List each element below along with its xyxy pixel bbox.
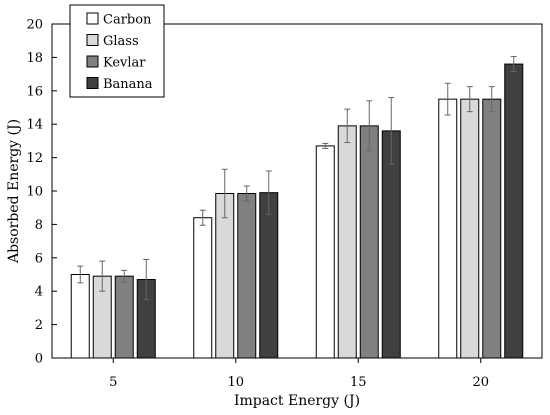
y-tick-label-18: 18 bbox=[26, 51, 43, 66]
y-tick-label-20: 20 bbox=[26, 18, 43, 33]
bar-carbon-20 bbox=[438, 98, 458, 359]
legend-label-kevlar: Kevlar bbox=[103, 56, 146, 71]
y-axis-title: Absorbed Energy (J) bbox=[6, 119, 22, 264]
y-tick-label-4: 4 bbox=[35, 285, 43, 300]
bar-kevlar-20 bbox=[482, 98, 502, 359]
legend-label-carbon: Carbon bbox=[103, 13, 152, 28]
bar-banana-20 bbox=[504, 63, 524, 359]
bar-carbon-5 bbox=[70, 274, 90, 359]
y-tick-label-2: 2 bbox=[35, 318, 43, 333]
bar-banana-10 bbox=[259, 192, 279, 359]
legend-swatch-glass bbox=[86, 34, 99, 46]
bar-glass-20 bbox=[460, 98, 480, 359]
bar-kevlar-15 bbox=[359, 125, 379, 359]
bars-layer bbox=[70, 63, 524, 359]
bar-carbon-15 bbox=[315, 145, 335, 359]
y-tick-label-8: 8 bbox=[35, 218, 43, 233]
axes-layer bbox=[51, 23, 543, 363]
bar-carbon-10 bbox=[193, 217, 213, 359]
legend: Carbon Glass Kevlar Banana bbox=[69, 4, 165, 98]
bar-glass-15 bbox=[337, 125, 357, 359]
y-tick-label-0: 0 bbox=[35, 352, 43, 367]
y-tick-label-10: 10 bbox=[26, 185, 43, 200]
tick-labels-layer: 5 10 15 20 0 2 4 6 8 10 12 14 16 18 20 bbox=[26, 18, 489, 391]
legend-label-banana: Banana bbox=[103, 77, 153, 92]
legend-swatch-banana bbox=[86, 77, 99, 89]
legend-box bbox=[69, 4, 165, 98]
bar-banana-15 bbox=[381, 130, 401, 359]
x-tick-label-10: 10 bbox=[227, 375, 244, 390]
x-tick-label-20: 20 bbox=[472, 375, 489, 390]
legend-label-glass: Glass bbox=[103, 34, 139, 49]
x-tick-label-5: 5 bbox=[109, 375, 117, 390]
x-axis-title: Impact Energy (J) bbox=[234, 393, 360, 409]
y-tick-label-16: 16 bbox=[26, 84, 43, 99]
bar-kevlar-10 bbox=[237, 193, 257, 359]
y-tick-label-12: 12 bbox=[26, 151, 43, 166]
legend-swatch-carbon bbox=[86, 12, 99, 25]
x-tick-label-15: 15 bbox=[350, 375, 367, 390]
y-tick-label-6: 6 bbox=[35, 251, 43, 266]
error-bars-layer bbox=[77, 56, 517, 301]
y-tick-label-14: 14 bbox=[26, 118, 43, 133]
legend-swatch-kevlar bbox=[86, 55, 99, 68]
bar-kevlar-5 bbox=[114, 275, 134, 359]
